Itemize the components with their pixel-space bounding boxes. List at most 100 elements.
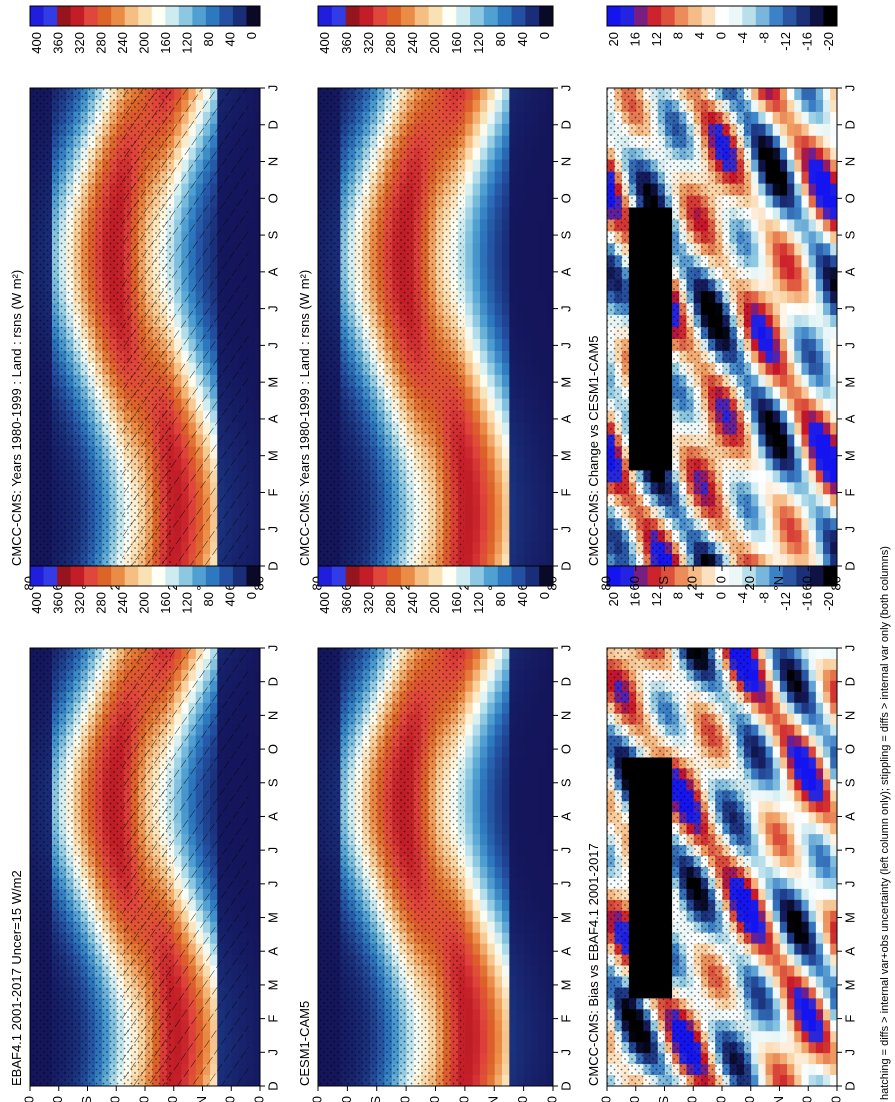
heatmap-cell — [538, 812, 547, 824]
heatmap-cell — [486, 867, 495, 879]
heatmap-cell — [545, 823, 554, 835]
heatmap-cell — [501, 398, 510, 412]
heatmap-cell — [245, 386, 254, 400]
heatmap-cell — [252, 801, 261, 813]
heatmap-cell — [479, 943, 488, 955]
month-tick-label: A — [265, 812, 280, 821]
heatmap-cell — [252, 327, 261, 340]
heatmap-cell — [508, 303, 517, 316]
heatmap-cell — [516, 834, 525, 846]
heatmap-cell — [545, 768, 554, 780]
colorbar-swatch — [178, 6, 193, 26]
heatmap-cell — [538, 790, 547, 802]
heatmap-cell — [479, 932, 488, 945]
heatmap-cell — [252, 231, 261, 244]
heatmap-cell — [252, 123, 261, 137]
heatmap-cell — [516, 669, 525, 682]
heatmap-cell — [530, 159, 539, 173]
heatmap-cell — [501, 350, 510, 364]
heatmap-cell — [523, 207, 532, 220]
heatmap-cell — [523, 790, 532, 802]
heatmap-cell — [516, 88, 525, 101]
heatmap-cell — [486, 542, 495, 555]
heatmap-cell — [508, 554, 517, 567]
heatmap-cell — [523, 724, 532, 736]
heatmap-cell — [252, 1031, 261, 1043]
heatmap-cell — [494, 834, 502, 846]
heatmap-cell — [530, 899, 539, 912]
heatmap-cell — [516, 856, 525, 868]
heatmap-cell — [464, 648, 473, 660]
heatmap-cell — [545, 171, 554, 184]
month-tick-label: A — [265, 414, 280, 423]
heatmap-cell — [501, 243, 510, 256]
heatmap-cell — [508, 943, 517, 955]
heatmap-cell — [545, 338, 554, 352]
heatmap-cell — [523, 757, 532, 769]
hatching-overlay — [122, 88, 249, 566]
heatmap-cell — [245, 1064, 254, 1076]
heatmap-cell — [545, 482, 554, 495]
heatmap-cell — [472, 724, 480, 736]
heatmap-cell — [252, 315, 261, 328]
heatmap-cell — [472, 494, 480, 507]
heatmap-cell — [252, 932, 261, 945]
colorbar-label: 360 — [339, 32, 354, 54]
heatmap-cell — [530, 888, 539, 901]
heatmap-cell — [501, 702, 510, 715]
heatmap-cell — [464, 398, 473, 412]
heatmap-cell — [494, 554, 502, 567]
colorbar-label: 240 — [405, 32, 420, 54]
colorbar-label: 200 — [427, 32, 442, 54]
colorbar-swatch — [246, 6, 261, 26]
heatmap-cell — [538, 932, 547, 945]
heatmap-cell — [530, 691, 539, 704]
heatmap-cell — [486, 713, 495, 726]
heatmap-cell — [494, 446, 502, 459]
colorbar-swatch — [30, 566, 44, 586]
heatmap-cell — [494, 159, 502, 173]
heatmap-cell — [472, 303, 480, 316]
heatmap-cell — [252, 877, 261, 890]
heatmap-cell — [530, 171, 539, 184]
heatmap-cell — [530, 207, 539, 220]
colorbar-swatch — [70, 6, 85, 26]
heatmap-cell — [538, 943, 547, 955]
heatmap-cell — [523, 702, 532, 715]
heatmap-cell — [538, 757, 547, 769]
heatmap-cell — [245, 1042, 254, 1054]
heatmap-cell — [472, 834, 480, 846]
heatmap-cell — [464, 99, 473, 113]
heatmap-cell — [245, 976, 254, 988]
heatmap-cell — [538, 123, 547, 137]
heatmap-cell — [516, 790, 525, 802]
heatmap-cell — [501, 279, 510, 292]
heatmap-cell — [472, 171, 480, 184]
heatmap-cell — [472, 856, 480, 868]
colorbar-swatch — [97, 566, 112, 586]
heatmap-cell — [464, 207, 473, 220]
heatmap-cell — [479, 888, 488, 901]
month-tick-label: N — [265, 711, 280, 720]
heatmap-cell — [538, 845, 547, 857]
heatmap-cell — [494, 768, 502, 780]
heatmap-cell — [245, 1053, 254, 1065]
heatmap-cell — [486, 482, 495, 495]
colorbar-swatch — [483, 6, 499, 26]
heatmap-cell — [538, 207, 547, 220]
colorbar-swatch — [525, 6, 540, 26]
heatmap-cell — [464, 267, 473, 280]
heatmap-cell — [523, 877, 532, 890]
heatmap-cell — [538, 159, 547, 173]
heatmap-cell — [545, 255, 554, 268]
heatmap-cell — [245, 207, 254, 220]
heatmap-cell — [479, 482, 488, 495]
heatmap-cell — [252, 195, 261, 208]
heatmap-cell — [252, 648, 261, 660]
heatmap-cell — [494, 867, 502, 879]
heatmap-cell — [538, 669, 547, 682]
heatmap-cell — [516, 768, 525, 780]
heatmap-cell — [516, 823, 525, 835]
heatmap-cell — [479, 801, 488, 813]
heatmap-cell — [464, 159, 473, 173]
